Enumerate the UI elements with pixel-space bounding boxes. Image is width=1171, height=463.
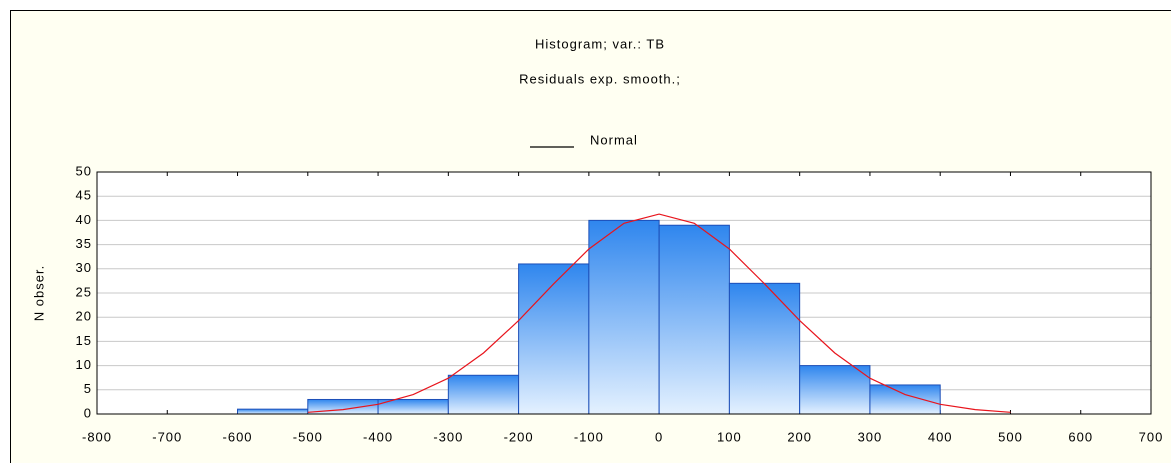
- x-tick-label: 300: [858, 429, 883, 444]
- x-tick-label: -100: [574, 429, 604, 444]
- x-tick-label: -600: [223, 429, 253, 444]
- y-tick-label: 20: [76, 309, 92, 324]
- y-tick-label: 0: [84, 405, 92, 420]
- x-tick-label: 0: [655, 429, 663, 444]
- bar: [869, 384, 941, 415]
- bar: [799, 365, 871, 415]
- x-tick-label: 200: [787, 429, 812, 444]
- x-tick-label: -700: [152, 429, 182, 444]
- x-tick-label: -400: [363, 429, 393, 444]
- bar: [237, 408, 309, 415]
- normal-curve: [307, 213, 1011, 413]
- y-tick-label: 30: [76, 260, 92, 275]
- x-tick-label: -300: [433, 429, 463, 444]
- x-tick-label: 700: [1139, 429, 1164, 444]
- bar: [728, 282, 801, 415]
- x-tick-label: 500: [998, 429, 1023, 444]
- plot-frame: [96, 171, 1152, 415]
- y-tick-label: 15: [76, 333, 92, 348]
- y-tick-label: 40: [76, 212, 92, 227]
- y-tick-label: 35: [76, 236, 92, 251]
- legend-label: Normal: [590, 132, 638, 147]
- y-tick-label: 10: [76, 357, 92, 372]
- x-tick-label: -200: [504, 429, 534, 444]
- x-tick-label: 600: [1068, 429, 1093, 444]
- x-tick-label: 400: [928, 429, 953, 444]
- y-tick-label: 5: [84, 381, 92, 396]
- bar: [658, 224, 730, 415]
- y-tick-label: 50: [76, 163, 92, 178]
- bar: [518, 263, 590, 415]
- x-tick-label: -500: [293, 429, 323, 444]
- x-tick-label: -800: [82, 429, 112, 444]
- y-tick-label: 45: [76, 188, 92, 203]
- chart-subtitle: Residuals exp. smooth.;: [519, 71, 681, 86]
- y-axis-label: N obser.: [31, 265, 46, 321]
- bar: [447, 374, 520, 415]
- y-tick-label: 25: [76, 284, 92, 299]
- bar: [588, 219, 660, 415]
- x-tick-label: 100: [717, 429, 742, 444]
- chart-title: Histogram; var.: TB: [535, 36, 665, 51]
